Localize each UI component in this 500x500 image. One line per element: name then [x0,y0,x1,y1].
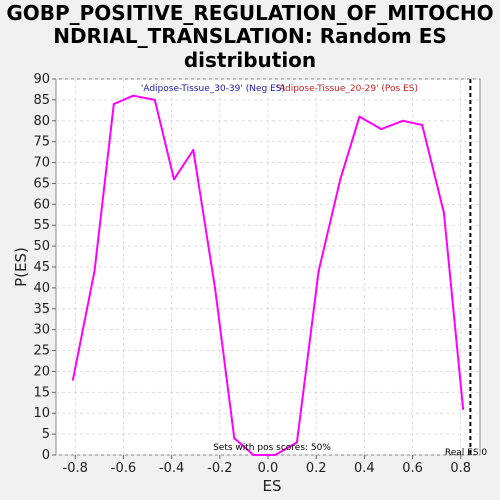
y-tick-label: 35 [33,302,50,317]
y-tick-label: 70 [33,156,50,171]
pos-scores-annotation: Sets with pos scores: 50% [213,443,331,453]
y-tick-label: 40 [33,281,50,296]
y-tick-label: 50 [33,239,50,254]
y-tick-label: 5 [42,427,50,442]
data-point [295,441,298,444]
data-point [71,378,74,381]
x-tick-label: 0.8 [450,461,471,476]
real-es-label: Real ES 0 [445,448,488,458]
data-point [173,178,176,181]
series-group [71,94,465,456]
data-point [214,286,216,289]
data-point [192,149,195,152]
data-point [339,178,342,181]
data-point [252,454,255,456]
data-point [233,437,236,440]
x-tick-label: -0.8 [63,461,88,476]
x-tick-label: -0.6 [111,461,136,476]
data-point [112,103,115,106]
y-axis-label: P(ES) [12,247,30,287]
data-point [93,270,96,273]
chart-title-line-2: NDRIAL_TRANSLATION: Random ES [53,24,447,48]
data-point [358,115,361,118]
data-point [274,454,277,456]
x-tick-label: 0.0 [258,461,279,476]
x-tick-label: -0.2 [207,461,232,476]
y-tick-label: 90 [33,72,50,87]
y-tick-label: 85 [33,93,50,108]
grid-lines [56,78,480,456]
data-point [380,128,383,131]
x-tick-label: -0.4 [159,461,184,476]
legend-pos-label: 'Adipose-Tissue_20-29' (Pos ES) [277,84,418,94]
y-tick-label: 20 [33,364,50,379]
x-tick-label: 0.6 [402,461,423,476]
x-axis-label: ES [263,477,282,495]
legend-neg-label: 'Adipose-Tissue_30-39' (Neg ES) [141,84,285,94]
data-point [462,408,465,411]
y-tick-label: 10 [33,406,50,421]
y-tick-label: 45 [33,260,50,275]
data-point [442,211,445,214]
x-tick-label: 0.4 [354,461,375,476]
y-tick-label: 30 [33,323,50,338]
chart-title-line-1: GOBP_POSITIVE_REGULATION_OF_MITOCHO [6,1,493,25]
y-tick-label: 0 [42,448,50,463]
x-axis-ticks: -0.8 -0.6 -0.4 -0.2 0.0 0.2 0.4 0.6 0.8 [63,455,471,476]
x-tick-label: 0.2 [306,461,327,476]
y-tick-label: 80 [33,114,50,129]
data-point [317,270,320,273]
y-tick-label: 65 [33,176,50,191]
y-tick-label: 60 [33,197,50,212]
data-point [421,123,424,126]
y-tick-label: 15 [33,385,50,400]
data-point [153,98,156,101]
data-point [132,94,135,97]
y-tick-label: 25 [33,344,50,359]
y-tick-label: 55 [33,218,50,233]
series-line [71,94,465,456]
chart-title-line-3: distribution [184,48,316,72]
y-tick-label: 75 [33,135,50,150]
data-point [401,119,404,122]
y-axis-ticks: 0 5 10 15 20 25 30 35 40 45 50 55 60 65 70 75 80 85 90 [33,72,56,463]
